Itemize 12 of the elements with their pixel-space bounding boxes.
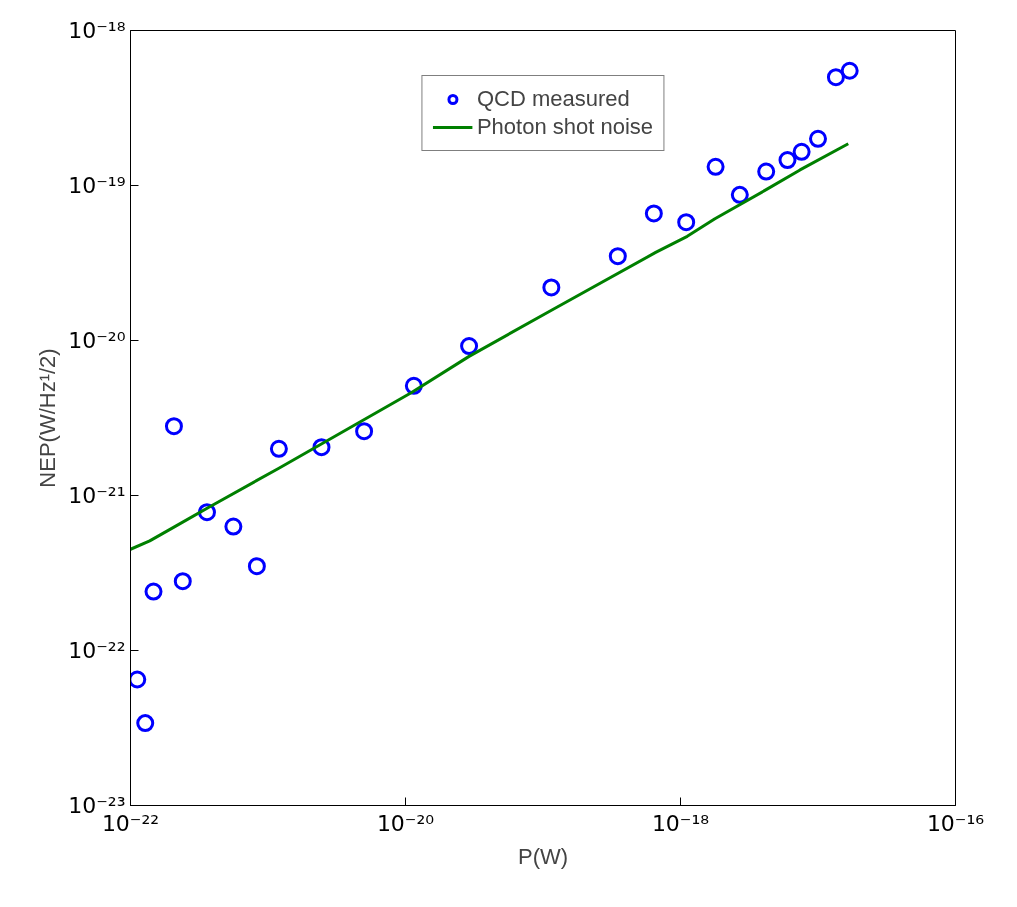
- x-axis-title: P(W): [517, 843, 569, 869]
- x-tick-label: 10⁻¹⁸: [651, 810, 710, 836]
- y-tick-label: 10⁻²²: [68, 638, 126, 663]
- y-tick-label: 10⁻¹⁹: [68, 173, 126, 198]
- y-tick-label: 10⁻¹⁸: [68, 18, 126, 43]
- y-axis-title: NEP(W/Hz¹/2): [35, 348, 61, 488]
- x-tick-label: 10⁻²⁰: [376, 810, 435, 836]
- x-tick-label: 10⁻¹⁶: [926, 810, 985, 836]
- legend-label: Photon shot noise: [476, 114, 654, 140]
- y-tick-label: 10⁻²⁰: [68, 328, 126, 353]
- y-tick-label: 10⁻²¹: [68, 483, 126, 508]
- legend-label: QCD measured: [476, 86, 630, 112]
